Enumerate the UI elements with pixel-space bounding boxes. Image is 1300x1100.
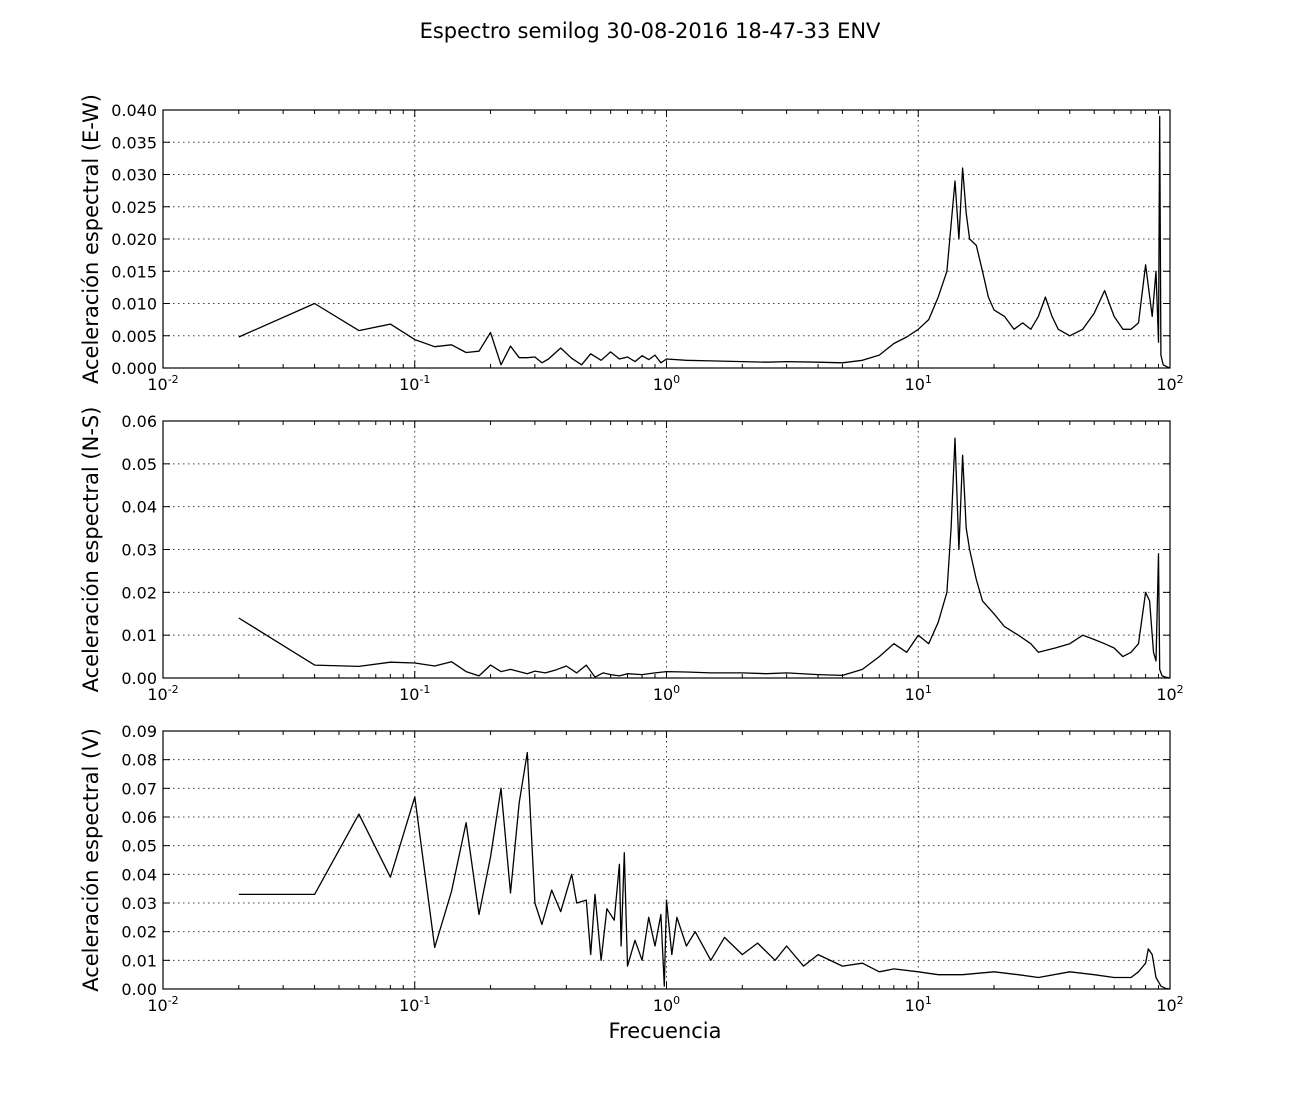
- y-tick-label: 0.035: [111, 133, 157, 152]
- series-line-1: [238, 437, 1171, 679]
- y-tick-label: 0.08: [121, 751, 157, 770]
- y-tick-label: 0.040: [111, 101, 157, 120]
- x-tick-label: 101: [905, 994, 932, 1015]
- x-tick-label: 100: [653, 683, 680, 704]
- y-tick-label: 0.01: [121, 626, 157, 645]
- x-tick-label: 10-1: [399, 994, 430, 1015]
- y-axis-label: Aceleración espectral (E-W): [79, 94, 103, 384]
- y-tick-label: 0.02: [121, 923, 157, 942]
- panels: 10-2 10-1 100 101 102 0.000 0.005 0.010 0.015 0.0…: [79, 94, 1184, 1015]
- x-tick-label: 100: [653, 373, 680, 394]
- y-tick-label: 0.06: [121, 412, 157, 431]
- y-tick-label: 0.04: [121, 865, 157, 884]
- y-tick-label: 0.025: [111, 198, 157, 217]
- y-tick-label: 0.00: [121, 669, 157, 688]
- x-tick-label: 10-1: [399, 683, 430, 704]
- y-tick-label: 0.05: [121, 455, 157, 474]
- x-tick-label: 10-2: [147, 994, 178, 1015]
- y-axis-label: Aceleración espectral (N-S): [79, 407, 103, 693]
- y-tick-label: 0.000: [111, 359, 157, 378]
- x-tick-label: 101: [905, 373, 932, 394]
- y-axis-label: Aceleración espectral (V): [79, 728, 103, 992]
- y-tick-label: 0.02: [121, 583, 157, 602]
- y-tick-label: 0.06: [121, 808, 157, 827]
- chart-panel-1: 10-2 10-1 100 101 102 0.000 0.005 0.010 0.015 0.0…: [79, 94, 1184, 394]
- series-line-1: [238, 115, 1171, 369]
- y-tick-label: 0.005: [111, 327, 157, 346]
- y-tick-label: 0.015: [111, 262, 157, 281]
- series-line-1: [238, 751, 1171, 990]
- figure-title: Espectro semilog 30-08-2016 18-47-33 ENV: [420, 19, 881, 43]
- y-tick-label: 0.01: [121, 951, 157, 970]
- y-tick-label: 0.030: [111, 166, 157, 185]
- y-tick-label: 0.09: [121, 722, 157, 741]
- y-tick-label: 0.020: [111, 230, 157, 249]
- x-tick-label: 101: [905, 683, 932, 704]
- x-tick-label: 102: [1156, 683, 1183, 704]
- x-tick-label: 102: [1156, 373, 1183, 394]
- x-tick-label: 100: [653, 994, 680, 1015]
- x-tick-label: 10-2: [147, 373, 178, 394]
- x-tick-label: 10-1: [399, 373, 430, 394]
- y-tick-label: 0.00: [121, 980, 157, 999]
- x-tick-label: 102: [1156, 994, 1183, 1015]
- y-tick-label: 0.03: [121, 541, 157, 560]
- axes-frame: [162, 420, 1171, 679]
- chart-panel-3: 10-2 10-1 100 101 102 0.00 0.01 0.02 0.03 0.04 0.0…: [79, 722, 1184, 1015]
- y-tick-label: 0.010: [111, 295, 157, 314]
- y-tick-label: 0.05: [121, 837, 157, 856]
- x-axis-label: Frecuencia: [609, 1019, 722, 1043]
- y-tick-label: 0.07: [121, 779, 157, 798]
- x-tick-label: 10-2: [147, 683, 178, 704]
- axes-frame: [162, 109, 1171, 369]
- axes-frame: [162, 730, 1171, 990]
- y-tick-label: 0.04: [121, 498, 157, 517]
- chart-panel-2: 10-2 10-1 100 101 102 0.00 0.01 0.02 0.03 0.04 0.0…: [79, 407, 1184, 704]
- y-tick-label: 0.03: [121, 894, 157, 913]
